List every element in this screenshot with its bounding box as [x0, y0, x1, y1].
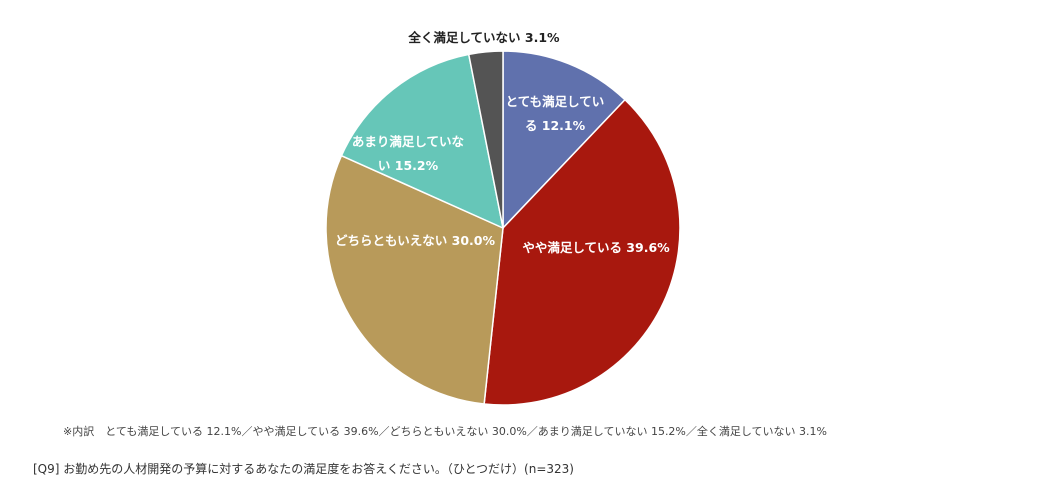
data-label-not-very-satisfied: あまり満足していない 15.2%: [352, 134, 464, 173]
question-caption: [Q9] お勤め先の人材開発の予算に対するあなたの満足度をお答えください。（ひと…: [33, 462, 574, 476]
pie-slices: [325, 50, 681, 406]
pie-chart: とても満足している 12.1% やや満足している 39.6% どちらともいえない 3…: [325, 30, 681, 406]
data-label-somewhat-satisfied: やや満足している 39.6%: [522, 240, 670, 255]
data-label-neutral: どちらともいえない 30.0%: [335, 233, 495, 248]
data-label-very-satisfied: とても満足している 12.1%: [506, 94, 605, 133]
pie-slice-very-satisfied: [502, 50, 626, 229]
pie-slice-neutral: [325, 154, 504, 405]
breakdown-note: ※内訳 とても満足している 12.1%／やや満足している 39.6%／どちらとも…: [63, 425, 827, 438]
pie-data-labels: とても満足している 12.1% やや満足している 39.6% どちらともいえない 3…: [335, 30, 670, 255]
pie-slice-somewhat-satisfied: [483, 98, 681, 406]
data-label-not-at-all-satisfied: 全く満足していない 3.1%: [407, 30, 560, 45]
pie-slice-not-at-all-satisfied: [467, 50, 504, 229]
pie-slice-not-very-satisfied: [340, 53, 504, 229]
